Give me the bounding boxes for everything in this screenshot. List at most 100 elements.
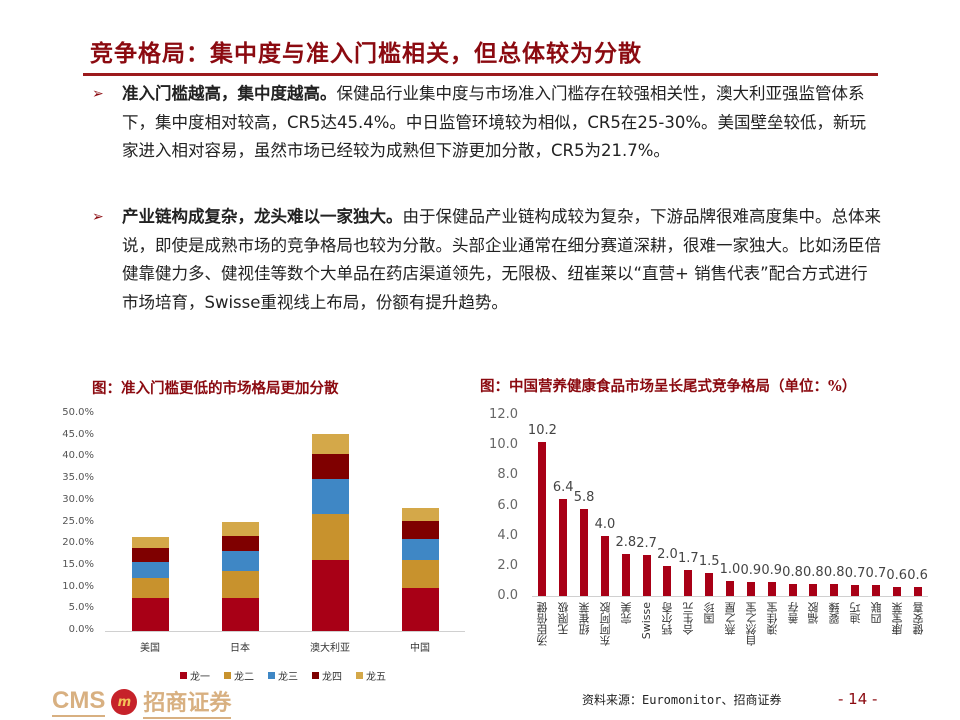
value-label: 2.7 bbox=[636, 536, 657, 552]
bar bbox=[913, 586, 922, 596]
y-tick-label: 50.0% bbox=[62, 407, 94, 418]
x-category-label: 健安喜 bbox=[911, 602, 925, 635]
x-axis-line bbox=[532, 596, 928, 597]
value-label: 0.9 bbox=[740, 563, 762, 579]
y-tick-label: 45.0% bbox=[62, 428, 94, 440]
y-tick-label: 30.0% bbox=[62, 493, 94, 505]
bar bbox=[809, 583, 818, 596]
y-tick-label: 5.0% bbox=[68, 602, 94, 614]
value-label: 0.7 bbox=[865, 566, 887, 582]
legend-item: 龙五 bbox=[356, 668, 386, 683]
value-label: 0.8 bbox=[782, 564, 803, 580]
stacked-bar-segment bbox=[311, 513, 349, 560]
x-category-label: 汤臣倍健 bbox=[536, 602, 550, 646]
bar bbox=[726, 580, 734, 596]
legend-label: 龙四 bbox=[322, 672, 342, 683]
value-label: 0.7 bbox=[844, 566, 866, 582]
cms-logo: CMS m 招商证券 bbox=[52, 685, 232, 719]
left-chart-title: 图：准入门槛更低的市场格局更加分散 bbox=[92, 380, 339, 397]
y-tick-label: 2.0 bbox=[497, 557, 518, 573]
x-axis-line bbox=[105, 631, 465, 632]
bar bbox=[559, 499, 568, 596]
x-category-label: 纽崔莱 bbox=[578, 602, 592, 635]
bullet-1-text: 保健品行业集中度与市场准入门槛存在较强相关性，澳大利亚强监管体系下，集中度相对较… bbox=[122, 84, 867, 160]
x-category-label: 澳大利亚 bbox=[310, 643, 350, 654]
x-category-label: 日本 bbox=[230, 643, 250, 654]
legend-swatch-icon bbox=[356, 672, 363, 679]
x-category-label: 四联 bbox=[869, 602, 883, 624]
legend-item: 龙一 bbox=[180, 668, 210, 683]
stacked-bar-segment bbox=[401, 538, 439, 560]
bar bbox=[600, 535, 609, 596]
legend-label: 龙三 bbox=[278, 672, 298, 683]
page-title: 竞争格局：集中度与准入门槛相关，但总体较为分散 bbox=[90, 40, 642, 67]
bar bbox=[851, 585, 860, 596]
title-rule bbox=[83, 73, 878, 76]
bar bbox=[767, 582, 776, 596]
x-category-label: 燕之屋 bbox=[724, 602, 737, 635]
y-tick-label: 20.0% bbox=[62, 537, 94, 549]
x-category-label: 婴臻 bbox=[828, 602, 842, 624]
value-label: 0.8 bbox=[823, 564, 845, 580]
stacked-bar-segment bbox=[311, 433, 349, 454]
x-category-label: 自然之宝 bbox=[744, 602, 758, 646]
bullet-2-text: 由于保健品产业链构成较为复杂，下游品牌很难高度集中。总体来说，即使是成熟市场的竞… bbox=[122, 207, 881, 312]
bullet-1-heading: 准入门槛越高，集中度越高。 bbox=[122, 84, 337, 103]
stacked-bar-segment bbox=[401, 588, 439, 631]
value-label: 5.8 bbox=[573, 489, 595, 505]
stacked-bar-segment bbox=[131, 578, 169, 598]
logo-chinese: 招商证券 bbox=[143, 685, 232, 719]
value-label: 0.6 bbox=[907, 567, 928, 583]
legend-label: 龙二 bbox=[234, 672, 254, 683]
y-tick-label: 10.0 bbox=[489, 437, 518, 453]
right-chart-title: 图：中国营养健康食品市场呈长尾式竞争格局（单位：%） bbox=[480, 378, 857, 395]
stacked-bar-segment bbox=[221, 598, 259, 631]
stacked-bar-segment bbox=[221, 535, 259, 552]
x-category-label: 合生元 bbox=[682, 602, 696, 635]
bullet-1: ➢ 准入门槛越高，集中度越高。保健品行业集中度与市场准入门槛存在较强相关性，澳大… bbox=[92, 80, 882, 166]
stacked-bar-segment bbox=[221, 522, 259, 536]
stacked-bar-segment bbox=[131, 536, 169, 549]
bar bbox=[871, 585, 880, 596]
stacked-bar-segment bbox=[311, 453, 349, 480]
x-category-label: 美国 bbox=[140, 643, 160, 654]
bar bbox=[642, 555, 651, 596]
x-category-label: 钙尔奇 bbox=[661, 602, 675, 635]
value-label: 10.2 bbox=[527, 423, 557, 439]
bar bbox=[788, 583, 797, 596]
value-label: 0.6 bbox=[886, 567, 908, 583]
stacked-bar-segment bbox=[311, 479, 349, 514]
legend-label: 龙五 bbox=[366, 672, 386, 683]
stacked-bar-segment bbox=[401, 521, 439, 539]
stacked-bar-segment bbox=[401, 559, 439, 589]
value-label: 2.0 bbox=[657, 546, 678, 562]
y-tick-label: 0.0 bbox=[497, 588, 518, 603]
logo-badge-icon: m bbox=[111, 689, 138, 715]
y-tick-label: 12.0 bbox=[489, 407, 518, 422]
y-tick-label: 4.0 bbox=[497, 527, 518, 543]
left-chart-legend: 龙一 龙二 龙三 龙四 龙五 bbox=[180, 668, 386, 683]
legend-label: 龙一 bbox=[190, 672, 210, 683]
legend-swatch-icon bbox=[180, 672, 187, 679]
arrow-bullet-icon: ➢ bbox=[92, 86, 104, 102]
stacked-bar-segment bbox=[131, 561, 169, 579]
legend-item: 龙四 bbox=[312, 668, 342, 683]
bullet-2: ➢ 产业链构成复杂，龙头难以一家独大。由于保健品产业链构成较为复杂，下游品牌很难… bbox=[92, 203, 882, 317]
legend-item: 龙二 bbox=[224, 668, 254, 683]
y-tick-label: 6.0 bbox=[497, 497, 518, 513]
x-category-label: 无限极 bbox=[557, 602, 571, 635]
x-category-label: 澳佳宝 bbox=[765, 602, 779, 635]
legend-swatch-icon bbox=[312, 672, 319, 679]
x-category-label: 东阿阿胶 bbox=[598, 602, 612, 646]
value-label: 2.8 bbox=[615, 534, 637, 550]
stacked-bar-segment bbox=[221, 571, 259, 598]
y-tick-label: 0.0% bbox=[68, 624, 94, 635]
x-category-label: 福胶 bbox=[807, 602, 821, 624]
y-tick-label: 25.0% bbox=[62, 515, 94, 527]
y-tick-label: 8.0 bbox=[497, 467, 518, 483]
stacked-bar-segment bbox=[131, 598, 169, 631]
value-label: 0.8 bbox=[803, 564, 824, 580]
value-label: 4.0 bbox=[594, 516, 616, 532]
x-category-label: 中国 bbox=[410, 643, 430, 654]
stacked-bar-segment bbox=[221, 551, 259, 572]
